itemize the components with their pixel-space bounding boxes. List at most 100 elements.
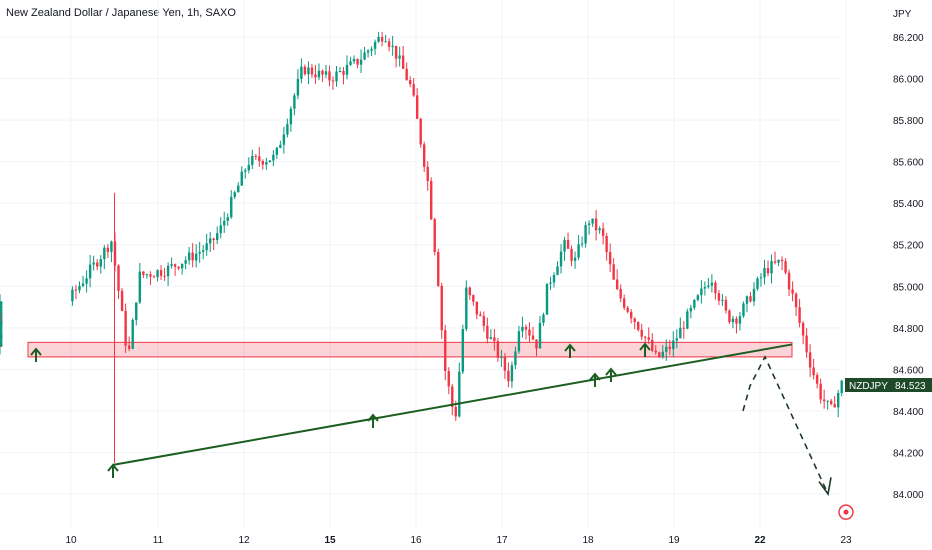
y-axis-unit: JPY (893, 9, 912, 20)
candle-body (496, 341, 500, 358)
candle-body (419, 118, 422, 145)
candle-body (549, 282, 552, 284)
candle-body (127, 345, 131, 349)
candle-body (622, 298, 626, 308)
up-arrow-icon (564, 343, 576, 358)
trendline (112, 343, 793, 466)
candle-body (686, 311, 689, 329)
candle-body (475, 301, 479, 315)
candle-body (124, 310, 127, 346)
y-axis: JPY 86.200 86.000 85.800 85.600 85.400 85.200… (893, 9, 924, 501)
candle-body (191, 252, 194, 261)
candle-body (826, 400, 829, 402)
candle-body (349, 61, 352, 65)
candle-body (110, 241, 113, 252)
candle-body (651, 339, 654, 351)
candle-body (752, 288, 756, 302)
candle-body (384, 41, 387, 43)
candle-body (430, 180, 433, 220)
up-arrow-icon (30, 347, 42, 362)
candle-body (587, 223, 591, 226)
candle-body (608, 252, 612, 265)
candle-body (99, 259, 102, 267)
candle-body (794, 293, 798, 308)
candle-body (177, 266, 180, 269)
candle-body (159, 270, 163, 276)
chart-title: New Zealand Dollar / Japanese Yen, 1h, S… (6, 7, 236, 19)
candle-body (679, 327, 682, 339)
candle-body (117, 265, 120, 291)
y-tick-label: 85.400 (893, 199, 924, 210)
candle-body (380, 36, 384, 42)
candle-body (226, 217, 229, 221)
candle-body (0, 313, 3, 326)
candle-body (822, 399, 826, 402)
up-arrow-icon (639, 342, 651, 357)
candle-body (605, 235, 608, 253)
candle-body (142, 271, 145, 275)
candle-body (461, 329, 464, 372)
candle-body (444, 330, 447, 371)
candle-body (538, 322, 542, 349)
candle-body (472, 295, 475, 302)
candle-body (482, 316, 486, 326)
candle-body (644, 336, 647, 338)
candle-body (728, 310, 731, 323)
x-tick-label: 16 (410, 535, 422, 546)
candle-body (700, 288, 703, 296)
candle-body (282, 134, 286, 145)
candle-body (759, 277, 763, 279)
candle-body (710, 282, 714, 286)
candle-body (219, 225, 222, 234)
candle-body (440, 285, 443, 331)
candle-body (230, 196, 233, 218)
candle-body (314, 74, 317, 78)
candle-body (503, 357, 507, 371)
candle-body (573, 257, 577, 261)
candle-body (717, 293, 721, 301)
candle-body (654, 350, 657, 353)
up-arrow-icon (589, 372, 601, 387)
candle-body (535, 339, 538, 349)
candle-body (770, 261, 773, 274)
last-price-badge-bg (845, 378, 932, 392)
candle-body (601, 228, 605, 236)
candle-body (661, 351, 664, 357)
candle-body (135, 302, 138, 320)
candle-body (721, 299, 724, 301)
candle-body (517, 331, 521, 352)
candle-body (201, 250, 205, 252)
candle-body (637, 322, 640, 330)
candle-body (163, 275, 166, 277)
candle-body (247, 164, 250, 171)
candle-body (184, 260, 187, 264)
candle-body (815, 375, 819, 384)
candle-body (212, 238, 215, 240)
y-tick-label: 85.800 (893, 116, 924, 127)
candle-body (489, 337, 493, 339)
candle-body (731, 318, 735, 323)
y-tick-label: 85.600 (893, 158, 924, 169)
candle-body (647, 337, 650, 340)
candle-body (103, 247, 106, 260)
candle-body (293, 95, 296, 109)
candle-body (170, 264, 173, 266)
candle-body (173, 264, 177, 267)
candle-body (208, 238, 212, 244)
candle-body (394, 45, 398, 59)
x-tick-label: 11 (153, 535, 164, 546)
candle-body (615, 279, 619, 290)
last-price-badge: NZDJPY 84.523 (845, 378, 932, 392)
y-tick-label: 84.800 (893, 324, 924, 335)
candle-body (412, 84, 415, 96)
candle-body (251, 155, 254, 165)
candle-body (714, 282, 717, 294)
candle-body (749, 296, 752, 302)
candle-body (275, 147, 279, 155)
y-tick-label: 84.600 (893, 365, 924, 376)
candle-body (268, 160, 272, 162)
candles (0, 31, 843, 463)
candle-body (486, 325, 489, 339)
candle-body (0, 345, 3, 347)
